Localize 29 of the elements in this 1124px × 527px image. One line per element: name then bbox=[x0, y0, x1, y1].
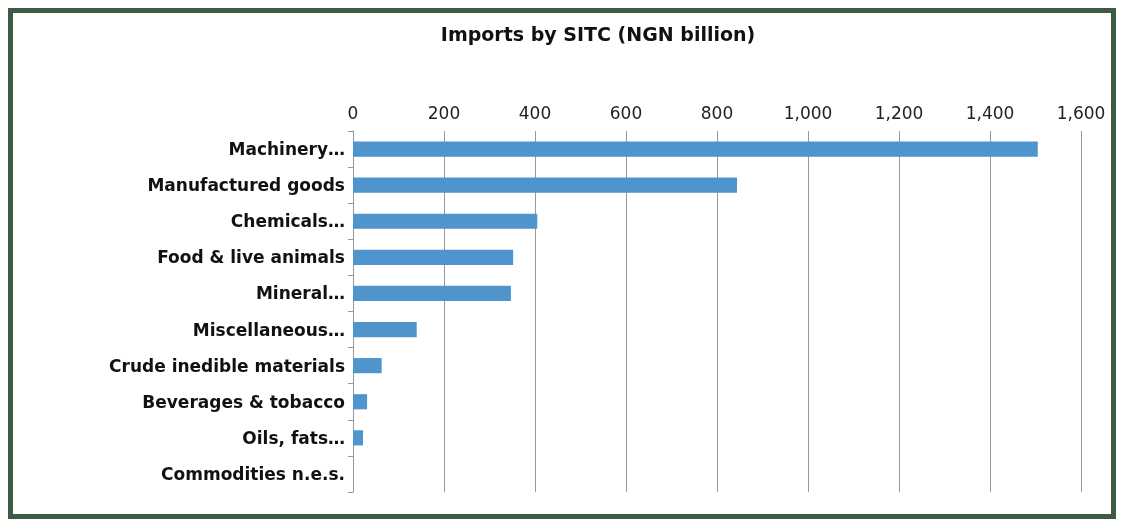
x-tick-label: 1,600 bbox=[1056, 102, 1106, 123]
bar bbox=[353, 213, 538, 229]
x-tick-label: 0 bbox=[347, 102, 359, 123]
y-tick-label: Oils, fats… bbox=[242, 427, 345, 448]
chart-title: Imports by SITC (NGN billion) bbox=[440, 22, 756, 45]
x-tick-label: 800 bbox=[700, 102, 734, 123]
x-tick-label: 200 bbox=[427, 102, 461, 123]
x-tick-label: 1,400 bbox=[965, 102, 1015, 123]
bar bbox=[353, 394, 368, 410]
x-tick-label: 1,000 bbox=[783, 102, 833, 123]
bar bbox=[353, 321, 417, 338]
y-tick-label: Crude inedible materials bbox=[109, 355, 345, 376]
y-tick-label: Mineral… bbox=[255, 283, 345, 304]
y-tick-label: Commodities n.e.s. bbox=[161, 463, 345, 484]
bar bbox=[353, 285, 511, 302]
bar bbox=[353, 430, 364, 446]
x-tick-label: 400 bbox=[518, 102, 552, 123]
y-tick-label: Manufactured goods bbox=[147, 175, 345, 196]
y-tick-label: Food & live animals bbox=[157, 247, 345, 268]
bar bbox=[353, 141, 1038, 157]
bar bbox=[353, 249, 514, 265]
y-tick-label: Miscellaneous… bbox=[192, 319, 345, 340]
y-tick-label: Chemicals… bbox=[230, 211, 345, 232]
y-tick-label: Beverages & tobacco bbox=[142, 391, 345, 412]
bar bbox=[353, 177, 738, 193]
bar bbox=[353, 358, 382, 374]
y-tick-label: Machinery… bbox=[228, 139, 345, 160]
x-tick-label: 600 bbox=[609, 102, 643, 123]
x-tick-label: 1,200 bbox=[874, 102, 924, 123]
